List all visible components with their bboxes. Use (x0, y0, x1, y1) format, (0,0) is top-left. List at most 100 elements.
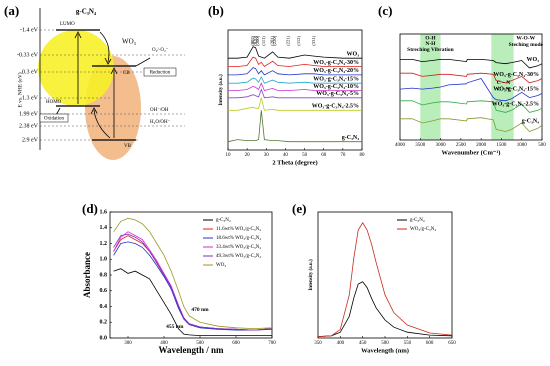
series-line (400, 100, 543, 113)
series-line (228, 56, 362, 68)
y-axis-title: Absorbance (82, 252, 92, 298)
annotation: O-H (425, 36, 436, 42)
peak-label: (002) (250, 35, 255, 45)
y-tick-label: 0.0 (100, 335, 108, 341)
series-line (113, 241, 273, 331)
peak-label: (221) (285, 35, 290, 45)
label: g-C₃N₄ (76, 8, 97, 16)
annotation: W-O-W (516, 36, 535, 42)
y-tick-label: 0.6 (100, 288, 108, 294)
x-axis-title: 2 Theta (degree) (272, 159, 317, 166)
x-tick-label: 600 (426, 341, 434, 346)
x-axis-title: Wavelength (nm) (361, 347, 409, 354)
series-label: WO₃ (347, 52, 360, 58)
series-line (228, 97, 362, 111)
series-label: WO₃-g-C₃N₄-2.5% (492, 102, 539, 108)
peak-label: (331) (311, 35, 316, 45)
series-label: WO₃-g-C₃N₄-30% (493, 72, 539, 78)
x-tick-label: 10 (226, 153, 232, 158)
y-tick-label: 0.2 (100, 320, 108, 326)
series-line (317, 281, 453, 337)
series-label: g-C₃N₄ (342, 135, 359, 141)
peak-label: (200) (255, 35, 260, 45)
series-line (399, 78, 543, 102)
energy-label: 2.38 eV (19, 123, 39, 129)
legend-label: 49.3wt% WO₃/g-C₃N₄ (216, 254, 261, 259)
label-box (143, 67, 177, 77)
label: O₂/·O₂⁻ (152, 48, 169, 53)
energy-axis-label: E vs. NHE (eV) (16, 72, 23, 107)
label: HOMO (46, 100, 62, 105)
panel-label: (d) (82, 201, 98, 216)
legend-label: g-C₃N₄ (216, 218, 231, 223)
x-tick-label: 500 (538, 143, 546, 148)
x-tick-label: 650 (448, 341, 456, 346)
panel-label: (e) (292, 201, 306, 216)
x-tick-label: 300 (124, 341, 132, 346)
peak-label: (201) (270, 35, 275, 45)
panel-label: (c) (378, 3, 392, 18)
x-tick-label: 1000 (517, 143, 528, 148)
series-line (113, 268, 272, 336)
series-label: WO₃-g-C₃N₄-5% (316, 91, 359, 97)
x-tick-label: 60 (321, 153, 327, 158)
series-line (228, 46, 362, 59)
series-line (317, 222, 453, 337)
x-tick-label: 80 (360, 153, 366, 158)
energy-label: 2.9 eV (22, 137, 39, 143)
arrows (54, 31, 151, 139)
x-tick-label: 40 (283, 153, 289, 158)
annotation: C =N (497, 86, 509, 92)
series-label: WO₃-g-C₃N₄-30% (313, 60, 359, 66)
x-tick-label: 500 (196, 341, 204, 346)
gcn-band (38, 30, 114, 106)
panel-label: (b) (208, 3, 224, 18)
label: Reduction (150, 71, 171, 76)
annotation: C – N (497, 80, 510, 86)
label: H₂O/OH⁻ (150, 120, 171, 125)
plot-frame (399, 33, 543, 141)
y-tick-label: 1.0 (100, 257, 108, 263)
x-tick-label: 3000 (436, 143, 447, 148)
series-label: WO₃-g-C₃N₄-20% (313, 68, 359, 74)
series-line (228, 76, 362, 84)
x-tick-label: 2500 (456, 143, 467, 148)
series-label: WO₃-g-C₃N₄-15% (493, 87, 539, 93)
series-line (113, 217, 273, 330)
x-tick-label: 400 (160, 341, 168, 346)
y-tick-label: 1.4 (100, 225, 108, 231)
annotation: Streching Vibration (407, 47, 454, 53)
label: VB (124, 144, 132, 149)
x-axis-title: Wavenumber (Cm⁻¹) (442, 149, 501, 156)
x-axis-title: Wavelength / nm (158, 345, 224, 355)
peak-label: (111) (261, 36, 266, 46)
peak-label: (220) (272, 35, 277, 45)
legend-label: 18.6wt% WO₃/g-C₃N₄ (216, 236, 261, 241)
y-tick-label: 1.6 (100, 209, 108, 215)
label: OH⁻/OH (150, 108, 169, 113)
x-tick-label: 30 (264, 153, 270, 158)
series-line (400, 72, 543, 84)
energy-label: 1.3 eV (22, 95, 39, 101)
label: LUMO (60, 22, 75, 27)
x-tick-label: 4000 (395, 143, 406, 148)
x-tick-label: 500 (381, 341, 389, 346)
series-label: WO₃-g-C₃N₄-10% (313, 84, 359, 90)
panel-label: (a) (4, 3, 19, 18)
x-tick-label: 600 (232, 341, 240, 346)
energy-labels: -1.4 eV -0.33 eV 0.3 eV 1.3 eV 1.99 eV 2… (17, 27, 39, 143)
y-axis-title: Intensity (a.u.) (309, 259, 314, 291)
y-axis-title: Intensity (a.u.) (219, 74, 224, 106)
peak-label: (020) (253, 35, 258, 45)
x-tick-label: 70 (340, 153, 346, 158)
series-line (400, 117, 543, 132)
label: Oxidation (44, 117, 64, 122)
legend-label: g-C₃N₄ (410, 218, 425, 223)
x-tick-label: 1500 (496, 143, 507, 148)
x-tick-label: 350 (314, 341, 322, 346)
panel-a: (a) E vs. NHE (eV) -1.4 eV -0.33 eV 0.3 … (4, 3, 185, 160)
y-tick-label: 1.2 (100, 241, 108, 247)
x-tick-label: 700 (268, 341, 276, 346)
energy-label: 0.3 eV (22, 69, 39, 75)
